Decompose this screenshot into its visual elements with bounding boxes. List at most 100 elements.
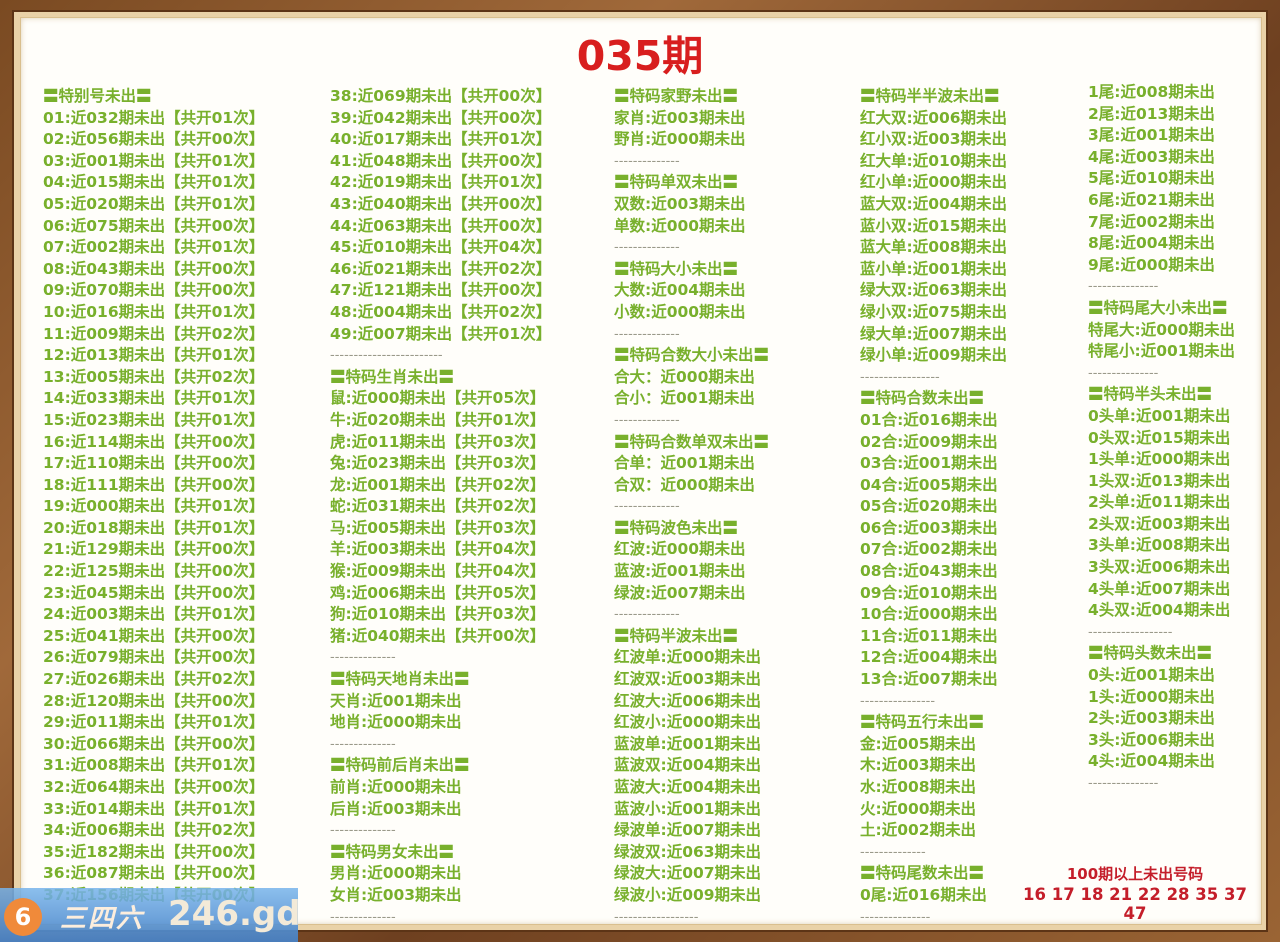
list-item: 红波大:近006期未出 [614, 691, 762, 710]
column-special-numbers: 〓特别号未出〓 01:近032期未出【共开01次】 02:近056期未出【共开00次… [43, 86, 264, 907]
list-item: 合小：近001期未出 [614, 389, 755, 408]
divider: --------------- [1088, 279, 1159, 295]
list-item: 7尾:近002期未出 [1088, 212, 1215, 231]
list-item: 红大双:近006期未出 [860, 108, 1008, 127]
list-item: 1头:近000期未出 [1088, 687, 1215, 706]
list-item: 13:近005期未出【共开02次】 [43, 367, 265, 386]
divider: -------------- [614, 607, 680, 623]
section-header: 〓特码男女未出〓 [330, 842, 455, 861]
list-item: 羊:近003期未出【共开04次】 [330, 540, 546, 559]
list-item: 15:近023期未出【共开01次】 [43, 410, 265, 429]
list-item: 02:近056期未出【共开00次】 [43, 130, 265, 149]
divider: -------------- [614, 153, 680, 169]
list-item: 4头单:近007期未出 [1088, 579, 1231, 598]
list-item: 野肖:近000期未出 [614, 130, 746, 149]
section-header: 〓特码头数未出〓 [1088, 644, 1213, 663]
list-item: 天肖:近001期未出 [330, 691, 462, 710]
list-item: 牛:近020期未出【共开01次】 [330, 410, 546, 429]
list-item: 39:近042期未出【共开00次】 [330, 108, 552, 127]
list-item: 3头双:近006期未出 [1088, 558, 1231, 577]
list-item: 49:近007期未出【共开01次】 [330, 324, 552, 343]
list-item: 27:近026期未出【共开02次】 [43, 670, 265, 689]
list-item: 蓝波双:近004期未出 [614, 756, 762, 775]
list-item: 2头单:近011期未出 [1088, 493, 1231, 512]
list-item: 05合:近020期未出 [860, 497, 998, 516]
list-item: 红波:近000期未出 [614, 540, 746, 559]
list-item: 08:近043期未出【共开00次】 [43, 259, 265, 278]
list-item: 1头双:近013期未出 [1088, 471, 1231, 490]
list-item: 蓝小单:近001期未出 [860, 259, 1008, 278]
list-item: 红波小:近000期未出 [614, 713, 762, 732]
list-item: 14:近033期未出【共开01次】 [43, 389, 265, 408]
section-header: 〓特码半波未出〓 [614, 626, 739, 645]
list-item: 0尾:近016期未出 [860, 885, 987, 904]
section-header: 〓特码单双未出〓 [614, 173, 739, 192]
content-panel [20, 17, 1262, 925]
list-item: 绿波双:近063期未出 [614, 842, 762, 861]
list-item: 16:近114期未出【共开00次】 [43, 432, 265, 451]
list-item: 48:近004期未出【共开02次】 [330, 302, 552, 321]
list-item: 26:近079期未出【共开00次】 [43, 648, 265, 667]
list-item: 蓝波大:近004期未出 [614, 778, 762, 796]
list-item: 07:近002期未出【共开01次】 [43, 238, 265, 257]
list-item: 鼠:近000期未出【共开05次】 [330, 389, 546, 408]
list-item: 绿波:近007期未出 [614, 583, 746, 602]
list-item: 猪:近040期未出【共开00次】 [330, 626, 546, 645]
list-item: 09:近070期未出【共开00次】 [43, 281, 265, 300]
list-item: 蓝大单:近008期未出 [860, 238, 1008, 257]
list-item: 4头双:近004期未出 [1088, 601, 1231, 620]
list-item: 红小双:近003期未出 [860, 130, 1008, 149]
section-header: 〓特码合数未出〓 [860, 389, 985, 408]
list-item: 特尾小:近001期未出 [1088, 342, 1236, 361]
list-item: 3尾:近001期未出 [1088, 126, 1215, 145]
divider: ---------------- [860, 693, 936, 709]
list-item: 20:近018期未出【共开01次】 [43, 518, 265, 537]
list-item: 40:近017期未出【共开01次】 [330, 130, 552, 149]
list-item: 42:近019期未出【共开01次】 [330, 173, 552, 192]
list-item: 合单：近001期未出 [614, 454, 755, 473]
list-item: 33:近014期未出【共开01次】 [43, 799, 265, 818]
list-item: 木:近003期未出 [860, 756, 977, 775]
list-item: 19:近000期未出【共开01次】 [43, 497, 265, 516]
list-item: 05:近020期未出【共开01次】 [43, 194, 265, 213]
divider: -------------- [614, 240, 680, 256]
list-item: 单数:近000期未出 [614, 216, 746, 235]
divider: ------------------ [614, 909, 699, 925]
list-item: 8尾:近004期未出 [1088, 234, 1215, 253]
list-item: 1尾:近008期未出 [1088, 83, 1215, 101]
list-item: 04合:近005期未出 [860, 475, 998, 494]
list-item: 3头:近006期未出 [1088, 730, 1215, 749]
list-item: 0头:近001期未出 [1088, 666, 1215, 685]
list-item: 06合:近003期未出 [860, 518, 998, 537]
list-item: 47:近121期未出【共开00次】 [330, 281, 552, 300]
watermark-logo-icon: 6 [4, 898, 42, 936]
list-item: 绿波小:近009期未出 [614, 885, 762, 904]
list-item: 双数:近003期未出 [614, 194, 746, 213]
list-item: 虎:近011期未出【共开03次】 [330, 432, 546, 451]
list-item: 5尾:近010期未出 [1088, 169, 1215, 188]
list-item: 大数:近004期未出 [614, 281, 746, 300]
section-header: 〓特码波色未出〓 [614, 518, 739, 537]
section-header: 〓特码家野未出〓 [614, 87, 739, 105]
section-header: 〓特码前后肖未出〓 [330, 756, 470, 775]
list-item: 1头单:近000期未出 [1088, 450, 1231, 469]
list-item: 合双：近000期未出 [614, 475, 755, 494]
section-header: 〓特码尾数未出〓 [860, 864, 985, 883]
list-item: 46:近021期未出【共开02次】 [330, 259, 552, 278]
list-item: 金:近005期未出 [860, 734, 977, 753]
list-item: 前肖:近000期未出 [330, 778, 462, 796]
divider: -------------- [330, 823, 396, 839]
list-item: 红小单:近000期未出 [860, 173, 1008, 192]
watermark-brand: 三四六 [60, 904, 145, 934]
list-item: 蓝大双:近004期未出 [860, 194, 1008, 213]
list-item: 01:近032期未出【共开01次】 [43, 108, 265, 127]
list-item: 38:近069期未出【共开00次】 [330, 87, 552, 105]
list-item: 马:近005期未出【共开03次】 [330, 518, 546, 537]
list-item: 龙:近001期未出【共开02次】 [330, 475, 546, 494]
list-item: 0头双:近015期未出 [1088, 428, 1231, 447]
list-item: 蓝波:近001期未出 [614, 562, 746, 581]
list-item: 28:近120期未出【共开00次】 [43, 691, 265, 710]
list-item: 17:近110期未出【共开00次】 [43, 454, 265, 473]
list-item: 4头:近004期未出 [1088, 752, 1215, 771]
list-item: 07合:近002期未出 [860, 540, 998, 559]
